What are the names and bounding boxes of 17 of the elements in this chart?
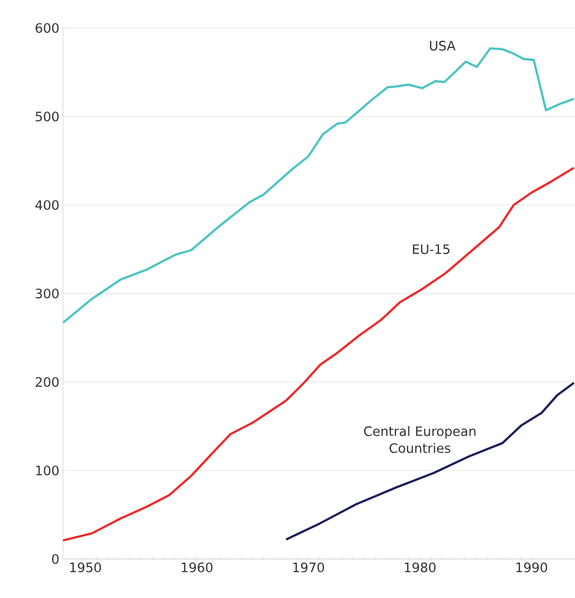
series-label: USA: [430, 40, 456, 51]
y-tick-label: 400: [35, 200, 59, 210]
y-tick-label: 0: [52, 554, 59, 564]
y-tick-label: 200: [36, 377, 59, 387]
series-label: Central European Countries: [364, 426, 476, 454]
x-tick-label: 1980: [404, 562, 436, 572]
x-tick-label: 1950: [70, 562, 101, 572]
series-label: EU-15: [412, 244, 450, 254]
x-tick-label: 1970: [293, 562, 324, 572]
y-tick-label: 100: [36, 466, 59, 476]
x-tick-label: 1960: [182, 562, 212, 572]
x-tick-label: 1990: [516, 562, 548, 572]
y-tick-label: 500: [36, 112, 59, 122]
y-tick-label: 300: [36, 288, 59, 298]
line-series: [284, 382, 575, 541]
y-tick-label: 600: [36, 23, 59, 33]
line-series: [62, 166, 575, 542]
